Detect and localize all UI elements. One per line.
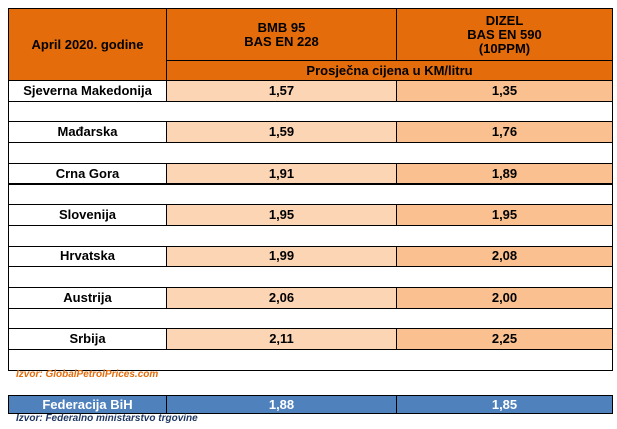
price-cell: 2,25: [396, 328, 613, 351]
price-cell: 1,85: [396, 395, 613, 414]
source-note: Izvor: Federalno ministarstvo trgovine: [16, 413, 198, 424]
header-line: DIZEL: [485, 12, 524, 28]
price-cell: 1,95: [166, 204, 397, 226]
price-cell: 1,91: [166, 162, 397, 185]
price-cell: 2,11: [166, 328, 397, 351]
price-cell: 1,95: [396, 204, 613, 226]
country-cell: Mađarska: [8, 121, 167, 144]
country-cell: Austrija: [8, 287, 167, 309]
price-cell: 1,89: [396, 162, 613, 185]
spacer-row: [8, 100, 613, 123]
country-cell: Srbija: [8, 328, 167, 351]
price-cell: 2,00: [396, 287, 613, 309]
spacer-row: [8, 307, 613, 330]
country-cell: Federacija BiH: [8, 395, 167, 414]
country-cell: Hrvatska: [8, 245, 167, 268]
price-cell: 1,57: [166, 80, 397, 102]
period-header: April 2020. godine: [8, 8, 167, 81]
price-cell: 2,06: [166, 287, 397, 309]
spacer-row: [8, 266, 613, 288]
unit-header: Prosječna cijena u KM/litru: [166, 60, 613, 81]
header-line: BAS EN 590: [467, 26, 542, 42]
spacer-row: [8, 142, 613, 164]
header-line: (10PPM): [478, 40, 531, 56]
price-cell: 1,59: [166, 121, 397, 144]
source-note: Izvor: GlobalPetrolPrices.com: [16, 369, 159, 380]
spacer-row: [8, 183, 613, 206]
price-cell: 2,08: [396, 245, 613, 268]
column-header: DIZEL BAS EN 590 (10PPM): [396, 8, 613, 61]
header-line: BMB 95: [257, 19, 306, 35]
price-cell: 1,35: [396, 80, 613, 102]
price-cell: 1,88: [166, 395, 397, 414]
header-line: BAS EN 228: [244, 33, 319, 49]
spacer-row: [8, 349, 613, 371]
price-cell: 1,99: [166, 245, 397, 268]
price-cell: 1,76: [396, 121, 613, 144]
country-cell: Crna Gora: [8, 162, 167, 185]
country-cell: Slovenija: [8, 204, 167, 226]
spacer-row: [8, 224, 613, 247]
country-cell: Sjeverna Makedonija: [8, 80, 167, 102]
column-header: BMB 95 BAS EN 228: [166, 8, 397, 61]
